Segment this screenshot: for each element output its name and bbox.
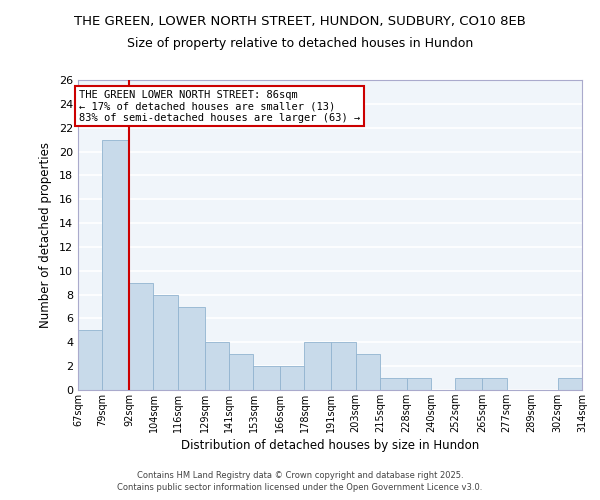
Text: Contains public sector information licensed under the Open Government Licence v3: Contains public sector information licen…	[118, 484, 482, 492]
Bar	[129, 282, 154, 390]
Bar	[380, 378, 407, 390]
Bar	[78, 330, 103, 390]
Bar	[229, 354, 253, 390]
Bar	[331, 342, 356, 390]
Bar	[280, 366, 304, 390]
Y-axis label: Number of detached properties: Number of detached properties	[39, 142, 52, 328]
Bar	[205, 342, 229, 390]
Bar	[407, 378, 431, 390]
Text: THE GREEN LOWER NORTH STREET: 86sqm
← 17% of detached houses are smaller (13)
83: THE GREEN LOWER NORTH STREET: 86sqm ← 17…	[79, 90, 360, 122]
Bar	[582, 378, 600, 390]
X-axis label: Distribution of detached houses by size in Hundon: Distribution of detached houses by size …	[181, 439, 479, 452]
Bar	[455, 378, 482, 390]
Bar	[356, 354, 380, 390]
Text: Size of property relative to detached houses in Hundon: Size of property relative to detached ho…	[127, 38, 473, 51]
Bar	[304, 342, 331, 390]
Bar	[557, 378, 582, 390]
Text: THE GREEN, LOWER NORTH STREET, HUNDON, SUDBURY, CO10 8EB: THE GREEN, LOWER NORTH STREET, HUNDON, S…	[74, 15, 526, 28]
Bar	[482, 378, 506, 390]
Bar	[154, 294, 178, 390]
Bar	[253, 366, 280, 390]
Bar	[178, 306, 205, 390]
Bar	[103, 140, 129, 390]
Text: Contains HM Land Registry data © Crown copyright and database right 2025.: Contains HM Land Registry data © Crown c…	[137, 471, 463, 480]
